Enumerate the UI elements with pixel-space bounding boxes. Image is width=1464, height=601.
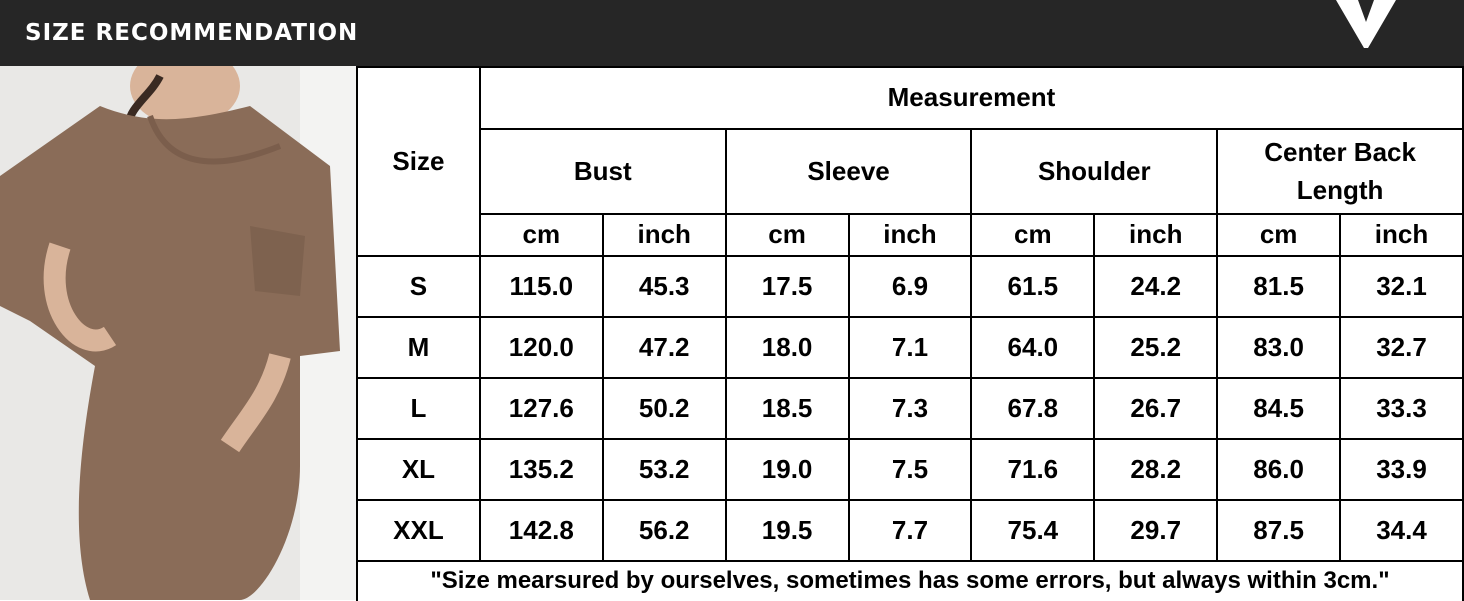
table-row: L 127.6 50.2 18.5 7.3 67.8 26.7 84.5 33.3 [356, 377, 1464, 440]
measure-header: Bust [478, 128, 727, 215]
measure-value: 64.0 [970, 316, 1096, 379]
measure-value: 33.3 [1339, 377, 1464, 440]
measure-value: 29.7 [1093, 499, 1219, 562]
measure-value: 19.0 [724, 438, 850, 501]
measure-value: 26.7 [1093, 377, 1219, 440]
measure-value: 84.5 [1216, 377, 1342, 440]
unit-header: inch [1093, 213, 1219, 257]
measure-value: 7.3 [847, 377, 973, 440]
unit-header: inch [1339, 213, 1464, 257]
measure-value: 28.2 [1093, 438, 1219, 501]
measure-value: 115.0 [478, 255, 604, 318]
table-row: Bust Sleeve Shoulder Center Back Length [357, 128, 1464, 215]
measure-value: 61.5 [970, 255, 1096, 318]
measure-value: 32.1 [1339, 255, 1464, 318]
size-header: Size [356, 66, 481, 257]
measure-value: 135.2 [478, 438, 604, 501]
measure-value: 34.4 [1339, 499, 1464, 562]
measure-value: 142.8 [478, 499, 604, 562]
measure-value: 71.6 [970, 438, 1096, 501]
measure-value: 6.9 [847, 255, 973, 318]
measure-value: 127.6 [478, 377, 604, 440]
size-label: XXL [356, 499, 481, 562]
table-row: M 120.0 47.2 18.0 7.1 64.0 25.2 83.0 32.7 [356, 316, 1464, 379]
measure-value: 53.2 [601, 438, 727, 501]
unit-header: cm [724, 213, 850, 257]
chevron-icon [1336, 0, 1396, 48]
measure-value: 50.2 [601, 377, 727, 440]
measure-value: 67.8 [970, 377, 1096, 440]
size-label: XL [356, 438, 481, 501]
measure-value: 75.4 [970, 499, 1096, 562]
unit-header: cm [970, 213, 1096, 257]
table-row: XXL 142.8 56.2 19.5 7.7 75.4 29.7 87.5 34.4 [356, 499, 1464, 562]
measure-value: 19.5 [724, 499, 850, 562]
measure-value: 7.7 [847, 499, 973, 562]
measure-value: 47.2 [601, 316, 727, 379]
measure-header: Center Back Length [1216, 128, 1464, 215]
measure-value: 17.5 [724, 255, 850, 318]
unit-header: inch [847, 213, 973, 257]
table-row: XL 135.2 53.2 19.0 7.5 71.6 28.2 86.0 33.9 [356, 438, 1464, 501]
measure-value: 7.1 [847, 316, 973, 379]
note: "Size mearsured by ourselves, sometimes … [356, 560, 1464, 601]
measure-value: 18.5 [724, 377, 850, 440]
measure-value: 83.0 [1216, 316, 1342, 379]
product-photo [0, 66, 356, 600]
header-title: SIZE RECOMMENDATION [25, 20, 359, 46]
measure-value: 32.7 [1339, 316, 1464, 379]
measure-value: 45.3 [601, 255, 727, 318]
measure-value: 81.5 [1216, 255, 1342, 318]
size-label: M [356, 316, 481, 379]
measure-value: 25.2 [1093, 316, 1219, 379]
measure-value: 33.9 [1339, 438, 1464, 501]
size-label: L [356, 377, 481, 440]
measure-value: 18.0 [724, 316, 850, 379]
unit-header: cm [1216, 213, 1342, 257]
size-table: Size Measurement Bust Sleeve Shoulder Center … [356, 66, 1464, 601]
measure-value: 7.5 [847, 438, 973, 501]
table-row: cm inch cm inch cm inch cm inch [357, 213, 1464, 257]
group-header: Measurement [478, 66, 1464, 130]
size-label: S [356, 255, 481, 318]
table-row: "Size mearsured by ourselves, sometimes … [356, 560, 1464, 601]
measure-value: 56.2 [601, 499, 727, 562]
unit-header: cm [478, 213, 604, 257]
measure-value: 87.5 [1216, 499, 1342, 562]
measure-header: Shoulder [970, 128, 1219, 215]
table-row: Size Measurement [356, 66, 1464, 257]
measure-value: 120.0 [478, 316, 604, 379]
measure-value: 86.0 [1216, 438, 1342, 501]
measure-header: Sleeve [724, 128, 973, 215]
table-row: S 115.0 45.3 17.5 6.9 61.5 24.2 81.5 32.1 [356, 255, 1464, 318]
unit-header: inch [601, 213, 727, 257]
header-bar: SIZE RECOMMENDATION [0, 0, 1464, 66]
measure-value: 24.2 [1093, 255, 1219, 318]
